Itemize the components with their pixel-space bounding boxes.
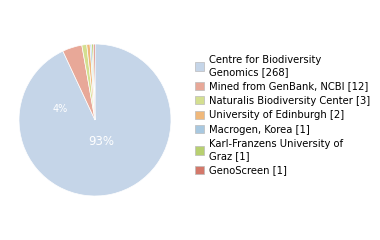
Text: 93%: 93% (88, 135, 114, 148)
Wedge shape (93, 44, 95, 120)
Text: 4%: 4% (52, 104, 68, 114)
Wedge shape (92, 44, 95, 120)
Wedge shape (19, 44, 171, 196)
Wedge shape (63, 45, 95, 120)
Wedge shape (90, 44, 95, 120)
Wedge shape (87, 44, 95, 120)
Legend: Centre for Biodiversity
Genomics [268], Mined from GenBank, NCBI [12], Naturalis: Centre for Biodiversity Genomics [268], … (195, 55, 370, 175)
Wedge shape (82, 44, 95, 120)
